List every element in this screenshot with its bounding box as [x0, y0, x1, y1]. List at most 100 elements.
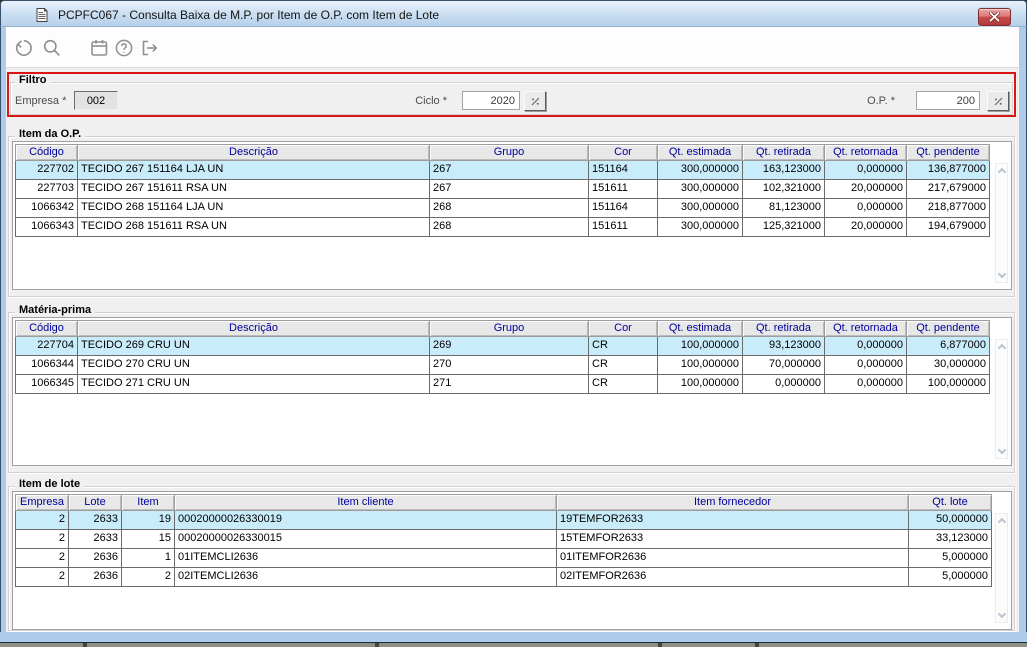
scroll-down-icon[interactable]	[997, 445, 1007, 455]
column-header[interactable]: Qt. pendente	[906, 144, 990, 161]
table-cell: 19	[121, 511, 175, 530]
table-row[interactable]: 2 2633 19 00020000026330019 19TEMFOR2633 50,0…	[15, 511, 992, 530]
toolbar	[6, 27, 1019, 68]
table-row[interactable]: 227704 TECIDO 269 CRU UN 269 CR 100,000000 93…	[15, 337, 990, 356]
table-row[interactable]: 227702 TECIDO 267 151164 LJA UN 267 151164 3…	[15, 161, 990, 180]
table-cell: 20,000000	[824, 180, 907, 199]
column-header[interactable]: Lote	[68, 494, 122, 511]
table-cell: 0,000000	[742, 375, 825, 394]
table-cell: 20,000000	[824, 218, 907, 237]
window-border-right	[1019, 27, 1027, 643]
table-cell: CR	[588, 375, 658, 394]
table-cell: 125,321000	[742, 218, 825, 237]
table-row[interactable]: 1066343 TECIDO 268 151611 RSA UN 268 151611…	[15, 218, 990, 237]
help-button[interactable]	[112, 36, 136, 60]
table-cell: 271	[429, 375, 589, 394]
table-cell: 267	[429, 180, 589, 199]
table-cell: 227702	[15, 161, 78, 180]
column-header[interactable]: Qt. pendente	[906, 320, 990, 337]
table-row[interactable]: 2 2633 15 00020000026330015 15TEMFOR2633 33,1…	[15, 530, 992, 549]
column-header[interactable]: Grupo	[429, 320, 589, 337]
table-cell: 2	[15, 511, 69, 530]
table-cell: 00020000026330019	[174, 511, 557, 530]
table-row[interactable]: 1066342 TECIDO 268 151164 LJA UN 268 151164…	[15, 199, 990, 218]
close-icon	[989, 12, 1000, 22]
column-header[interactable]: Código	[15, 320, 78, 337]
table-cell: TECIDO 269 CRU UN	[77, 337, 430, 356]
column-header[interactable]: Código	[15, 144, 78, 161]
table-cell: 2633	[68, 530, 122, 549]
table-cell: CR	[588, 356, 658, 375]
table-cell: 1066344	[15, 356, 78, 375]
table-cell: 268	[429, 218, 589, 237]
item-op-groupbox	[8, 136, 1015, 297]
table-cell: 01ITEMCLI2636	[174, 549, 557, 568]
table-cell: 163,123000	[742, 161, 825, 180]
table-cell: 1	[121, 549, 175, 568]
column-header[interactable]: Qt. estimada	[657, 144, 743, 161]
titlebar[interactable]: PCPFC067 - Consulta Baixa de M.P. por It…	[0, 0, 1027, 27]
exit-button[interactable]	[137, 36, 161, 60]
table-row[interactable]: 227703 TECIDO 267 151611 RSA UN 267 151611 3…	[15, 180, 990, 199]
column-header[interactable]: Descrição	[77, 320, 430, 337]
column-header[interactable]: Qt. retirada	[742, 320, 825, 337]
lookup-icon	[531, 97, 539, 105]
table-cell: 2633	[68, 511, 122, 530]
table-cell: 270	[429, 356, 589, 375]
table-cell: 227703	[15, 180, 78, 199]
materia-prima-scrollbar[interactable]	[995, 339, 1008, 459]
column-header[interactable]: Qt. retornada	[824, 320, 907, 337]
item-op-group-label: Item da O.P.	[15, 128, 86, 140]
scroll-down-icon[interactable]	[997, 269, 1007, 279]
column-header[interactable]: Qt. lote	[908, 494, 992, 511]
table-cell: 2	[15, 549, 69, 568]
table-cell: 217,679000	[906, 180, 990, 199]
scroll-up-icon[interactable]	[997, 167, 1007, 177]
table-cell: 01ITEMFOR2636	[556, 549, 909, 568]
table-cell: 0,000000	[824, 161, 907, 180]
ciclo-field[interactable]	[462, 91, 520, 110]
table-header-row: Empresa Lote Item Item cliente Item forneced…	[15, 494, 992, 511]
materia-prima-table: Código Descrição Grupo Cor Qt. estimada Qt. r…	[15, 320, 990, 394]
scroll-down-icon[interactable]	[997, 609, 1007, 619]
scroll-up-icon[interactable]	[997, 517, 1007, 527]
table-cell: 2636	[68, 568, 122, 587]
table-header-row: Código Descrição Grupo Cor Qt. estimada Qt. r…	[15, 144, 990, 161]
column-header[interactable]: Empresa	[15, 494, 69, 511]
scroll-up-icon[interactable]	[997, 343, 1007, 353]
table-row[interactable]: 2 2636 2 02ITEMCLI2636 02ITEMFOR2636 5,000000	[15, 568, 992, 587]
table-cell: TECIDO 271 CRU UN	[77, 375, 430, 394]
undo-button[interactable]	[12, 36, 36, 60]
item-lote-table: Empresa Lote Item Item cliente Item forneced…	[15, 494, 992, 587]
column-header[interactable]: Item fornecedor	[556, 494, 909, 511]
table-row[interactable]: 1066345 TECIDO 271 CRU UN 271 CR 100,000000 0…	[15, 375, 990, 394]
table-row[interactable]: 2 2636 1 01ITEMCLI2636 01ITEMFOR2636 5,000000	[15, 549, 992, 568]
table-cell: 151611	[588, 180, 658, 199]
calendar-button[interactable]	[87, 36, 111, 60]
column-header[interactable]: Qt. retornada	[824, 144, 907, 161]
column-header[interactable]: Item	[121, 494, 175, 511]
window-title: PCPFC067 - Consulta Baixa de M.P. por It…	[58, 8, 440, 22]
close-button[interactable]	[978, 8, 1011, 26]
ciclo-lookup-button[interactable]	[524, 91, 546, 111]
empresa-field[interactable]	[74, 91, 118, 110]
table-cell: 194,679000	[906, 218, 990, 237]
column-header[interactable]: Descrição	[77, 144, 430, 161]
column-header[interactable]: Cor	[588, 320, 658, 337]
item-op-scrollbar[interactable]	[995, 163, 1008, 283]
table-cell: 02ITEMCLI2636	[174, 568, 557, 587]
table-cell: 218,877000	[906, 199, 990, 218]
table-cell: 33,123000	[908, 530, 992, 549]
op-lookup-button[interactable]	[987, 91, 1009, 111]
column-header[interactable]: Item cliente	[174, 494, 557, 511]
column-header[interactable]: Qt. estimada	[657, 320, 743, 337]
column-header[interactable]: Cor	[588, 144, 658, 161]
item-op-panel: Código Descrição Grupo Cor Qt. estimada Qt. r…	[12, 141, 1012, 290]
search-button[interactable]	[40, 36, 64, 60]
column-header[interactable]: Grupo	[429, 144, 589, 161]
column-header[interactable]: Qt. retirada	[742, 144, 825, 161]
undo-icon	[15, 39, 32, 56]
item-lote-scrollbar[interactable]	[995, 513, 1008, 623]
op-field[interactable]	[916, 91, 980, 110]
table-row[interactable]: 1066344 TECIDO 270 CRU UN 270 CR 100,000000 7…	[15, 356, 990, 375]
